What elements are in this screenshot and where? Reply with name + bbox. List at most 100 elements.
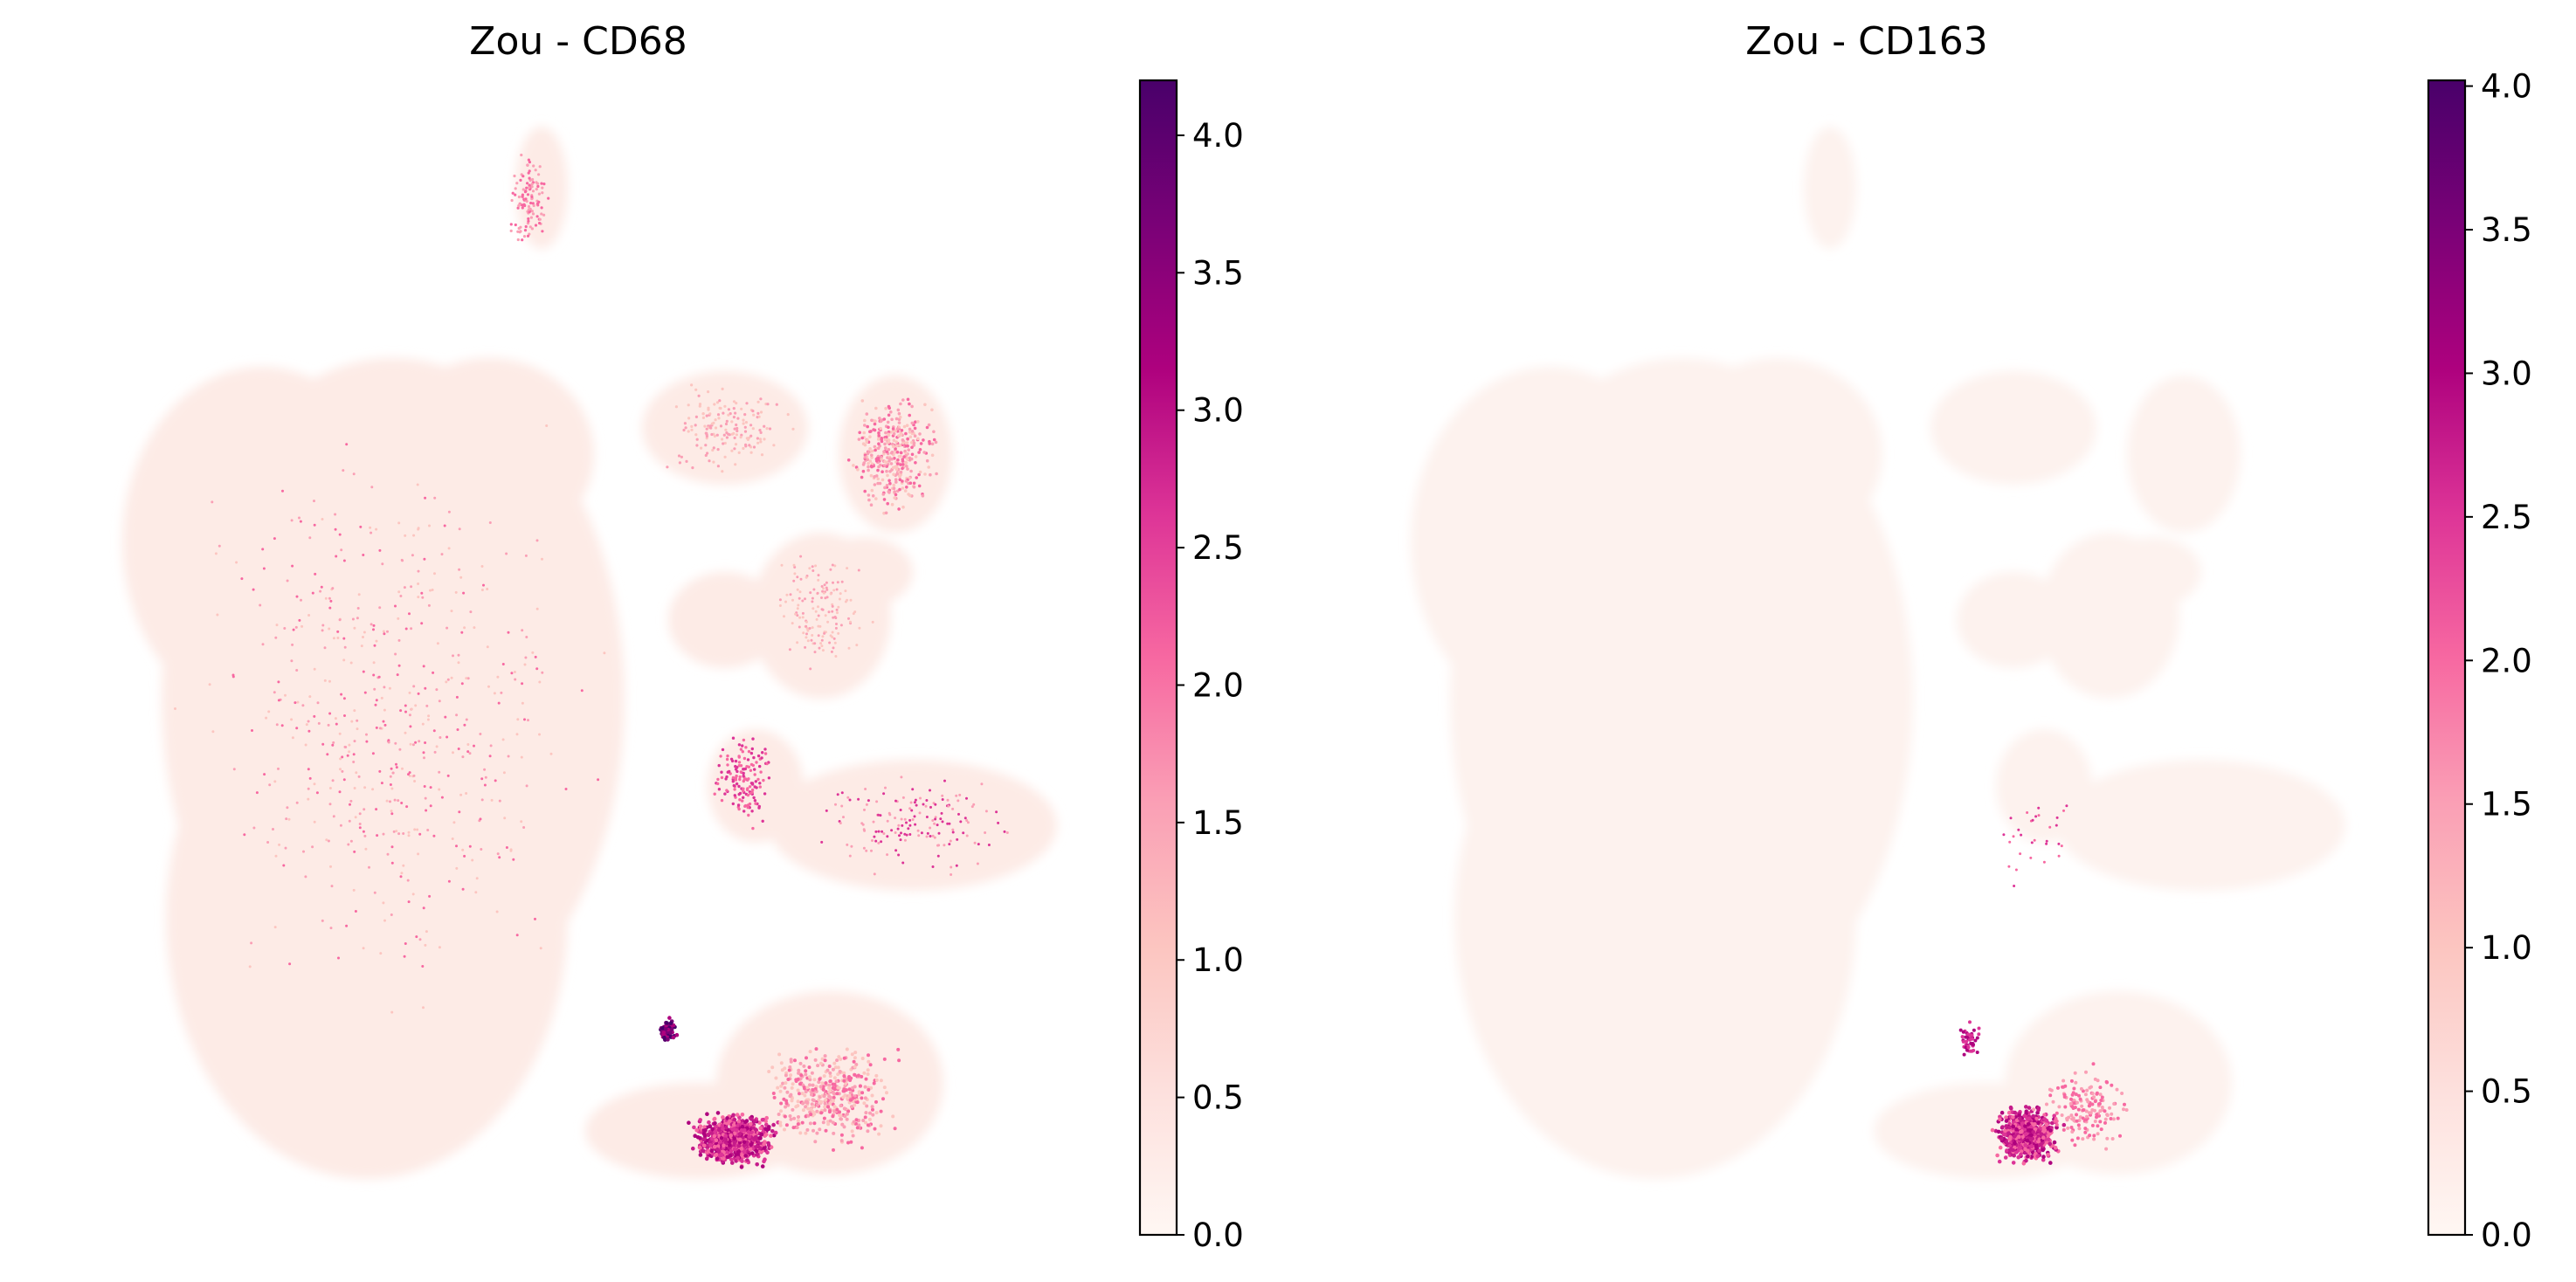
cell-point	[941, 798, 944, 801]
cell-point	[868, 1111, 872, 1115]
cell-cluster	[1804, 127, 1856, 249]
cell-point	[2105, 1113, 2110, 1118]
cell-point	[2018, 1146, 2022, 1150]
cell-point	[875, 800, 879, 803]
cell-point	[717, 1154, 722, 1158]
cell-point	[2041, 1154, 2046, 1159]
cell-point	[865, 1104, 869, 1108]
cell-point	[524, 197, 528, 201]
cell-point	[390, 812, 394, 816]
cell-point	[835, 588, 839, 591]
cell-point	[855, 1126, 860, 1130]
cell-point	[826, 620, 830, 624]
cell-point	[524, 554, 528, 557]
cell-point	[461, 755, 465, 759]
cell-point	[2004, 1119, 2009, 1123]
cell-point	[267, 710, 271, 713]
cell-point	[2042, 860, 2046, 864]
cell-point	[797, 1068, 801, 1072]
cell-point	[295, 595, 299, 598]
cell-point	[338, 533, 342, 536]
cell-point	[705, 435, 709, 438]
cell-point	[901, 466, 904, 471]
cell-point	[383, 919, 386, 922]
cell-point	[538, 165, 542, 169]
cell-point	[820, 1081, 825, 1086]
cell-point	[2057, 842, 2061, 845]
cell-point	[2003, 1128, 2007, 1134]
cell-point	[792, 579, 796, 582]
cell-point	[526, 182, 529, 185]
cell-point	[252, 588, 255, 591]
cell-point	[877, 431, 881, 435]
cell-point	[801, 1108, 805, 1113]
cell-point	[714, 1152, 719, 1157]
cell-point	[860, 1146, 864, 1150]
cell-point	[766, 403, 770, 406]
cell-point	[535, 607, 539, 610]
cell-point	[707, 1148, 711, 1154]
cell-point	[712, 446, 715, 450]
cell-point	[890, 417, 894, 422]
colorbar-tick-label: 1.5	[1192, 804, 1244, 842]
cell-cluster	[1930, 371, 2096, 485]
cell-point	[471, 858, 474, 862]
cell-point	[862, 431, 866, 435]
cell-point	[894, 440, 898, 444]
cell-point	[956, 837, 959, 841]
cell-point	[750, 747, 754, 751]
cell-point	[2090, 1092, 2095, 1096]
cell-point	[307, 729, 311, 733]
cell-point	[418, 938, 422, 941]
cell-point	[741, 744, 744, 748]
cell-point	[534, 917, 536, 920]
cell-point	[751, 763, 755, 768]
cell-point	[962, 831, 965, 835]
umap-cell-clusters	[122, 127, 1057, 1179]
cell-point	[741, 750, 744, 754]
cell-point	[2008, 1134, 2013, 1140]
cell-point	[365, 733, 368, 736]
cell-point	[424, 943, 427, 947]
cell-point	[531, 651, 535, 654]
cell-point	[877, 841, 881, 844]
cell-point	[839, 1139, 844, 1143]
cell-cluster	[2057, 760, 2345, 891]
cell-cluster	[668, 572, 782, 668]
umap-panel-cd163: Zou - CD163 0.0 0.5 1.0 1.5 2.0 2.5 3.0 3.5 4.0	[1288, 0, 2576, 1282]
cell-point	[905, 486, 908, 489]
cell-point	[845, 1112, 849, 1116]
cell-point	[712, 1134, 717, 1139]
cell-point	[835, 1092, 839, 1096]
cell-point	[943, 779, 946, 782]
cell-point	[2085, 1114, 2089, 1119]
cell-point	[822, 1116, 826, 1120]
cell-point	[426, 829, 430, 831]
cell-point	[721, 1127, 725, 1131]
cell-point	[725, 789, 729, 792]
cell-point	[2092, 1134, 2096, 1138]
cell-point	[882, 452, 886, 456]
cell-point	[2103, 1109, 2107, 1113]
cell-point	[490, 798, 494, 802]
cell-point	[853, 1085, 857, 1089]
cell-point	[2073, 1071, 2077, 1075]
cell-point	[381, 562, 384, 566]
cell-point	[848, 1091, 853, 1095]
cell-point	[900, 429, 904, 432]
cell-point	[895, 462, 900, 465]
cell-point	[531, 190, 535, 193]
cell-point	[432, 729, 436, 733]
cell-point	[959, 820, 963, 824]
cell-point	[814, 610, 818, 613]
cell-point	[824, 1128, 828, 1133]
cell-point	[298, 618, 301, 622]
cell-point	[798, 1082, 802, 1086]
cell-point	[715, 1111, 721, 1115]
cell-point	[421, 722, 425, 726]
cell-point	[788, 648, 791, 651]
cell-point	[2019, 852, 2022, 856]
cell-point	[2096, 1124, 2100, 1128]
cell-point	[752, 796, 756, 800]
cell-point	[440, 796, 444, 799]
